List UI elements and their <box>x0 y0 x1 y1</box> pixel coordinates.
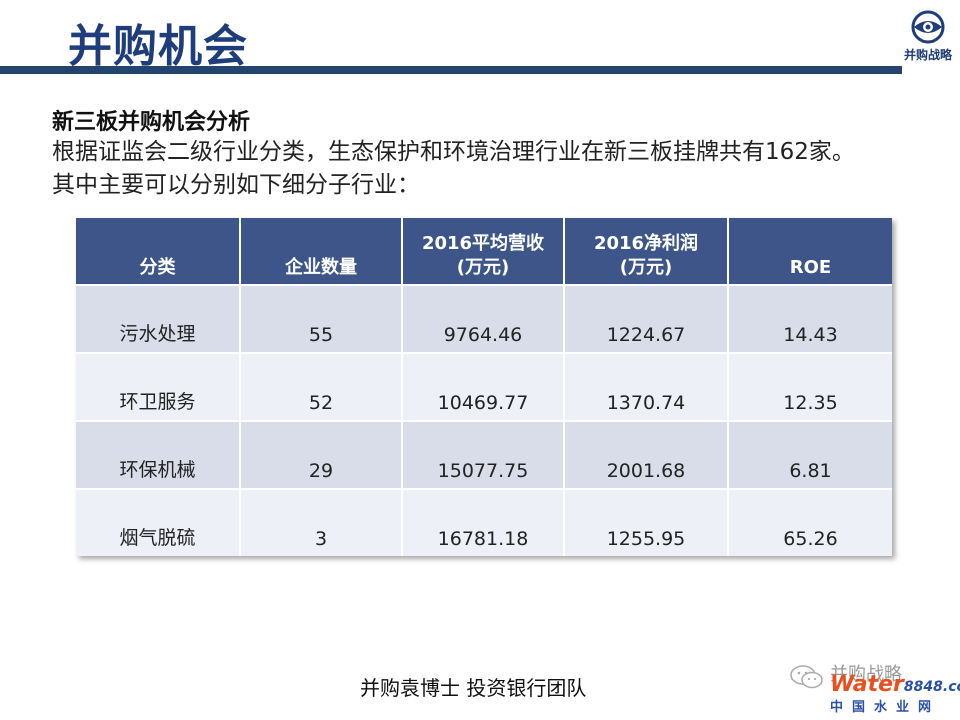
brand-logo: 并购战略 <box>902 10 954 70</box>
cell-profit: 2001.68 <box>563 420 728 489</box>
cell-revenue: 10469.77 <box>401 352 564 421</box>
cell-category: 环保机械 <box>76 420 240 489</box>
watermark-site-logo: Water8848.com <box>830 672 960 697</box>
cell-profit: 1224.67 <box>563 284 728 353</box>
cell-roe: 12.35 <box>727 352 892 421</box>
cell-profit: 1370.74 <box>563 352 728 421</box>
logo-text: 并购战略 <box>903 48 952 62</box>
wechat-icon <box>790 665 823 689</box>
cell-count: 29 <box>239 420 402 489</box>
header-avg-revenue: 2016平均营收 (万元) <box>401 218 564 285</box>
header-roe: ROE <box>727 218 892 285</box>
header-company-count: 企业数量 <box>239 218 402 285</box>
cell-category: 污水处理 <box>76 284 240 353</box>
cell-revenue: 9764.46 <box>401 284 564 353</box>
watermark-number: 8848 <box>903 679 943 695</box>
section-heading: 新三板并购机会分析 <box>52 110 251 135</box>
watermark-account: 并购战略 <box>830 664 902 685</box>
body-paragraph: 根据证监会二级行业分类，生态保护和环境治理行业在新三板挂牌共有162家。其中主要… <box>52 139 855 198</box>
cell-count: 3 <box>239 488 402 556</box>
eye-logo-icon <box>911 10 945 44</box>
table-row: 烟气脱硫 3 16781.18 1255.95 65.26 <box>76 488 892 556</box>
cell-roe: 65.26 <box>727 488 892 556</box>
cell-roe: 14.43 <box>727 284 892 353</box>
cell-roe: 6.81 <box>727 420 892 489</box>
watermark-tld: .com <box>942 679 960 695</box>
table-row: 环卫服务 52 10469.77 1370.74 12.35 <box>76 352 892 421</box>
header-net-profit: 2016净利润 (万元) <box>563 218 728 285</box>
cell-count: 52 <box>239 352 402 421</box>
title-bar <box>0 66 902 74</box>
watermark-brand: Water <box>830 672 904 697</box>
cell-revenue: 15077.75 <box>401 420 564 489</box>
cell-profit: 1255.95 <box>563 488 728 556</box>
cell-category: 环卫服务 <box>76 352 240 421</box>
table-header-row: 分类 企业数量 2016平均营收 (万元) 2016净利润 (万元) ROE <box>76 218 892 285</box>
cell-revenue: 16781.18 <box>401 488 564 556</box>
watermark-site-cn: 中国水业网 <box>830 700 941 715</box>
cell-category: 烟气脱硫 <box>76 488 240 556</box>
table-row: 环保机械 29 15077.75 2001.68 6.81 <box>76 420 892 489</box>
slide-title: 并购机会 <box>68 21 248 72</box>
cell-count: 55 <box>239 284 402 353</box>
industry-table: 分类 企业数量 2016平均营收 (万元) 2016净利润 (万元) ROE 污水处… <box>76 218 892 556</box>
table-row: 污水处理 55 9764.46 1224.67 14.43 <box>76 284 892 353</box>
header-category: 分类 <box>76 218 240 285</box>
footer-text: 并购袁博士 投资银行团队 <box>360 676 587 700</box>
